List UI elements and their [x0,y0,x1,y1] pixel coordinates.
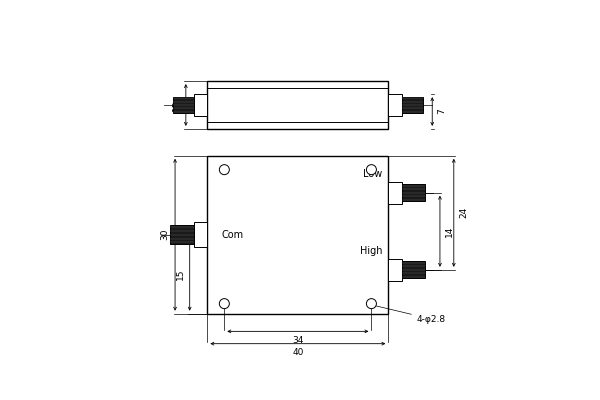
Text: 7: 7 [437,109,446,114]
Text: 24: 24 [460,207,469,218]
Text: 4-φ2.8: 4-φ2.8 [376,306,446,324]
Bar [402,261,425,278]
Bar [388,182,402,204]
Text: 15: 15 [172,99,181,111]
Text: 34: 34 [292,336,304,345]
Bar [388,94,402,116]
Bar [208,156,388,314]
Text: High: High [359,246,382,256]
Bar [194,222,208,247]
Circle shape [367,299,376,309]
Bar [208,81,388,129]
Circle shape [367,165,376,175]
Bar [402,96,423,114]
Bar [170,225,194,244]
Text: 30: 30 [161,229,170,240]
Bar [173,96,194,114]
Bar [402,184,425,201]
Text: 14: 14 [445,226,454,237]
Text: 40: 40 [292,348,304,357]
Bar [388,259,402,280]
Circle shape [220,299,229,309]
Bar [194,94,208,116]
Circle shape [220,165,229,175]
Text: 15: 15 [176,268,185,280]
Text: Low: Low [363,169,382,179]
Text: Com: Com [221,230,244,240]
